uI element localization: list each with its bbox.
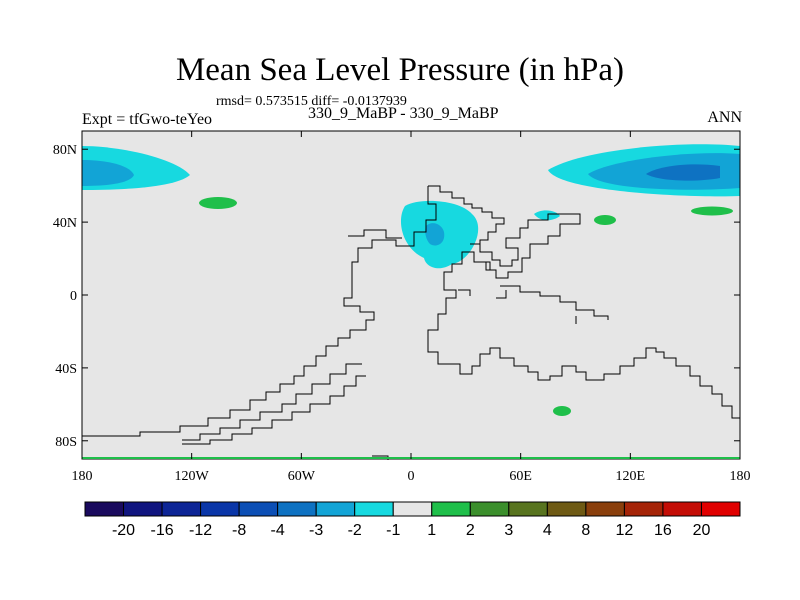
contour-blob [534,210,560,221]
x-tick-label: 180 [72,469,93,484]
colorbar-label: 12 [616,522,634,539]
contour-blob [199,197,237,209]
colorbar-swatch [662,501,702,517]
colorbar-label: -20 [112,522,135,539]
colorbar-swatch [277,501,317,517]
y-tick-label: 40S [55,362,77,377]
x-tick-label: 120W [175,469,210,484]
x-tick-label: 60E [509,469,532,484]
colorbar-swatch [623,501,664,517]
colorbar-swatch [585,501,625,517]
colorbar-label: -12 [189,522,212,539]
y-tick-label: 0 [70,289,77,304]
colorbar-swatch [161,501,202,517]
y-tick-label: 80N [53,143,77,158]
x-tick-label: 180 [730,469,751,484]
y-axis: 80N 40N 0 40S 80S [53,143,740,450]
colorbar-label: 4 [543,522,552,539]
x-axis: 180 120W 60W 0 60E 120E 180 [72,131,751,484]
colorbar-label: -4 [271,522,285,539]
y-tick-label: 40N [53,216,77,231]
colorbar-swatch [469,501,510,517]
colorbar-swatch [392,501,433,517]
colorbar-label: 1 [427,522,436,539]
colorbar-label: -8 [232,522,246,539]
coastlines [82,185,740,460]
colorbar-swatch [84,501,125,517]
colorbar-swatch [546,501,587,517]
x-tick-label: 60W [288,469,316,484]
colorbar-swatch [123,501,163,517]
colorbar-label: -2 [348,522,362,539]
colorbar-swatch [508,501,548,517]
chart-title: Mean Sea Level Pressure (in hPa) [175,52,625,88]
colorbar-label: 8 [581,522,590,539]
y-tick-label: 80S [55,435,77,450]
colorbar-swatch [354,501,394,517]
colorbar-swatch [700,501,741,517]
contour-blob [691,206,733,216]
contour-blob [594,215,616,225]
colorbar-swatch [238,501,279,517]
comparison-label: 330_9_MaBP - 330_9_MaBP [308,105,499,122]
experiment-label: Expt = tfGwo-teYeo [82,111,213,128]
colorbar-label: -16 [150,522,173,539]
season-label: ANN [707,109,742,126]
contour-blob [553,406,571,416]
colorbar-swatch [431,501,471,517]
colorbar-swatch [315,501,356,517]
colorbar-label: -3 [309,522,323,539]
colorbar-swatch [200,501,240,517]
contour-blob [82,160,134,186]
chart-subtitle: rmsd= 0.573515 diff= -0.0137939 [216,94,407,109]
colorbar-label: 16 [654,522,672,539]
x-tick-label: 120E [616,469,646,484]
colorbar-label: 2 [466,522,475,539]
contour-blob [425,223,445,246]
colorbar-label: 20 [693,522,711,539]
colorbar-label: -1 [386,522,400,539]
x-tick-label: 0 [408,469,415,484]
contour-blob [646,164,720,181]
colorbar: -20 -16 -12 -8 -4 -3 -2 -1 1 2 3 4 8 12 16 20 [84,501,741,539]
colorbar-label: 3 [504,522,513,539]
